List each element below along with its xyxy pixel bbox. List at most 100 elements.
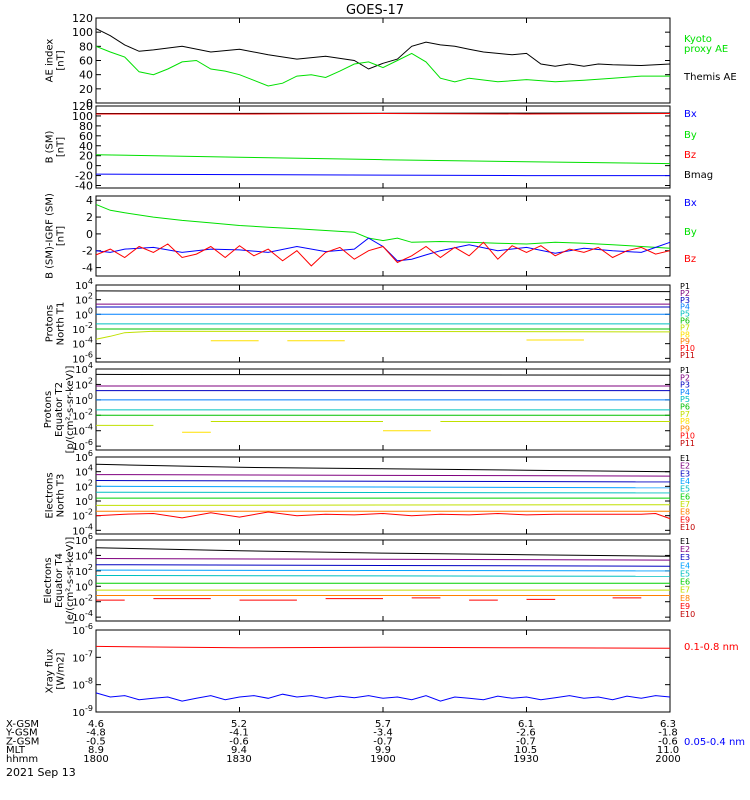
y-axis-label: Equator T2 [54,382,65,437]
y-tick-label: 10-2 [72,321,93,336]
series-line-By [95,154,671,165]
series-line-E4 [95,569,671,572]
row-value: 8.9 [88,745,104,756]
y-tick-label: 10-4 [72,423,93,438]
legend-entry: P6 [680,317,690,326]
series-line-E3 [95,480,671,483]
y-tick-label: 10-4 [72,522,93,537]
legend-entry: P1 [680,282,690,291]
row-value: 9.9 [375,745,391,756]
legend-entry: E10 [680,523,695,532]
legend-entry: P5 [680,395,690,404]
row-label-X-GSM: X-GSM [6,719,39,730]
legend-entry: Kyoto [684,34,712,45]
legend-entry: P7 [680,410,690,419]
legend-entry: P7 [680,323,690,332]
y-axis-label: AE index [45,39,56,83]
date-label: 2021 Sep 13 [6,766,76,779]
legend-entry: E3 [680,469,690,478]
series-line-E3 [95,564,671,567]
y-axis-label: Protons [45,305,56,342]
series-line-E1 [95,463,671,473]
y-tick-label: 40 [79,69,93,82]
y-tick-label: 10-6 [72,350,93,365]
y-tick-label: 10-2 [72,594,93,609]
legend-entry: E6 [680,492,690,501]
y-tick-label: 10-7 [72,649,93,664]
row-label-Y-GSM: Y-GSM [5,728,38,739]
y-axis-label: Equator T4 [54,553,65,608]
y-tick-label: 0 [86,97,93,110]
series-line-E9 [95,511,671,520]
row-value: 6.3 [660,719,676,730]
row-value: 1800 [83,754,108,765]
legend-entry: 0.1-0.8 nm [684,642,739,653]
series-line-E2 [95,474,671,477]
series-line-Kyoto proxy AE [95,45,670,87]
y-axis-label: [e/(cm²-s-sr-keV)] [65,537,76,625]
legend-entry: P10 [680,432,695,441]
row-value: 1930 [513,754,538,765]
row-value: 5.7 [375,719,391,730]
legend-entry: Bmag [684,170,713,181]
y-axis-label: North T3 [56,474,67,518]
panel-frame [95,17,671,104]
series-line-E4 [95,485,671,489]
y-tick-label: 20 [79,83,93,96]
y-tick-label: -40 [75,180,93,193]
y-tick-label: 120 [72,100,93,113]
legend-entry: P4 [680,303,690,312]
row-value: -1.8 [658,728,678,739]
y-tick-label: 10-2 [72,407,93,422]
y-tick-label: -4 [82,262,93,275]
series-line-0.05-0.4 nm [95,692,671,702]
row-value: 1830 [226,754,251,765]
legend-entry: P3 [680,381,690,390]
legend-entry: P11 [680,351,695,360]
y-tick-label: 100 [75,392,93,407]
series-line-P1 [95,290,671,293]
legend-entry: Themis AE [683,72,737,83]
y-tick-label: 4 [86,194,93,207]
series-line-P1 [95,373,671,376]
legend-entry: P9 [680,337,690,346]
series-line-E2 [95,558,671,561]
legend-entry: E9 [680,602,690,611]
y-tick-label: 0 [86,228,93,241]
y-tick-label: -2 [82,245,93,258]
row-value: -4.1 [229,728,249,739]
y-axis-label: B (SM) [45,130,56,163]
legend-entry: By [684,227,697,238]
series-line-Bz [96,112,671,115]
legend-entry: P1 [680,366,690,375]
y-tick-label: 20 [79,150,93,163]
legend-entry: P10 [680,344,695,353]
row-value: -0.5 [86,736,106,747]
y-tick-label: 100 [75,578,93,593]
legend-entry: By [684,130,697,141]
legend-entry: E8 [680,594,690,603]
y-tick-label: -20 [75,170,93,183]
y-tick-label: 10-2 [72,508,93,523]
y-tick-label: 10-4 [72,336,93,351]
series-line-Themis AE [95,28,671,70]
series-line-0.1-0.8 nm [95,645,671,649]
legend-entry: P2 [680,373,690,382]
y-tick-label: 104 [75,464,93,479]
row-value: 6.1 [518,719,534,730]
y-axis-label: [W/m2] [56,652,67,689]
y-tick-label: 10-9 [72,704,93,719]
row-value: 10.5 [515,745,537,756]
y-tick-label: 60 [79,55,93,68]
legend-entry: E5 [680,485,690,494]
panel-frame [95,539,671,622]
row-value: -0.6 [229,736,249,747]
series-line-P7 [95,330,671,340]
legend-entry: P4 [680,388,690,397]
row-value: 1900 [370,754,395,765]
y-tick-label: 102 [75,376,93,391]
